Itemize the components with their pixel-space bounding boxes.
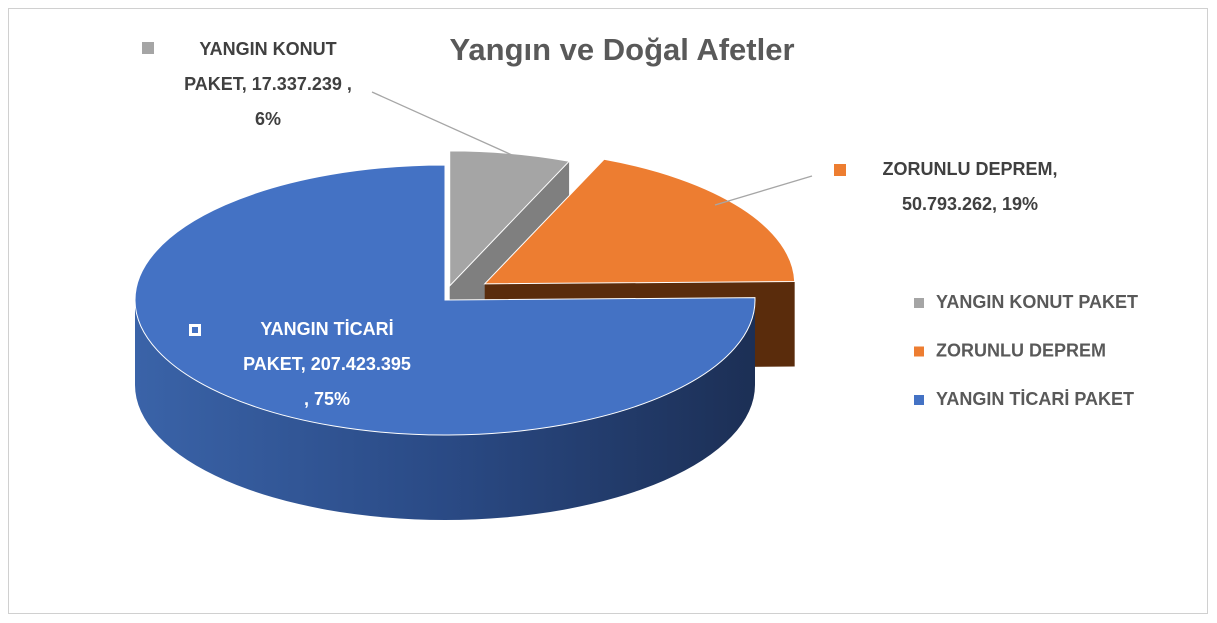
- data-label: YANGIN KONUT PAKET, 17.337.239 , 6%: [184, 39, 352, 129]
- legend-key: [914, 298, 924, 308]
- data-label-line: YANGIN TİCARİ: [260, 319, 393, 339]
- chart-title: Yangın ve Doğal Afetler: [449, 32, 794, 67]
- data-label-line: 50.793.262, 19%: [902, 194, 1038, 214]
- slice: [449, 150, 571, 288]
- data-label: ZORUNLU DEPREM, 50.793.262, 19%: [883, 159, 1058, 214]
- data-label-line: 6%: [255, 109, 281, 129]
- legend-label: YANGIN KONUT PAKET: [936, 292, 1138, 312]
- legend-label: YANGIN TİCARİ PAKET: [936, 389, 1134, 409]
- data-label-line: YANGIN KONUT: [199, 39, 336, 59]
- label-key-inner: [192, 327, 198, 333]
- data-label-line: , 75%: [304, 389, 350, 409]
- data-label-line: ZORUNLU DEPREM,: [883, 159, 1058, 179]
- label-key: [142, 42, 154, 54]
- slice: [134, 164, 756, 436]
- label-key: [834, 164, 846, 176]
- data-label-line: PAKET, 17.337.239 ,: [184, 74, 352, 94]
- slice-side: [135, 300, 755, 520]
- leader-line: [371, 91, 513, 156]
- data-label: YANGIN TİCARİ PAKET, 207.423.395 , 75%: [243, 319, 411, 409]
- legend: YANGIN KONUT PAKET ZORUNLU DEPREM YANGIN T…: [914, 292, 1138, 409]
- legend-key: [914, 395, 924, 405]
- legend-label: ZORUNLU DEPREM: [936, 340, 1106, 360]
- pie: [134, 150, 796, 520]
- data-label-line: PAKET, 207.423.395: [243, 354, 411, 374]
- leader-line: [714, 175, 813, 206]
- slice: [483, 158, 796, 285]
- data-labels: YANGIN KONUT PAKET, 17.337.239 , 6% ZORUNLU…: [142, 39, 1058, 409]
- legend-key: [914, 346, 924, 357]
